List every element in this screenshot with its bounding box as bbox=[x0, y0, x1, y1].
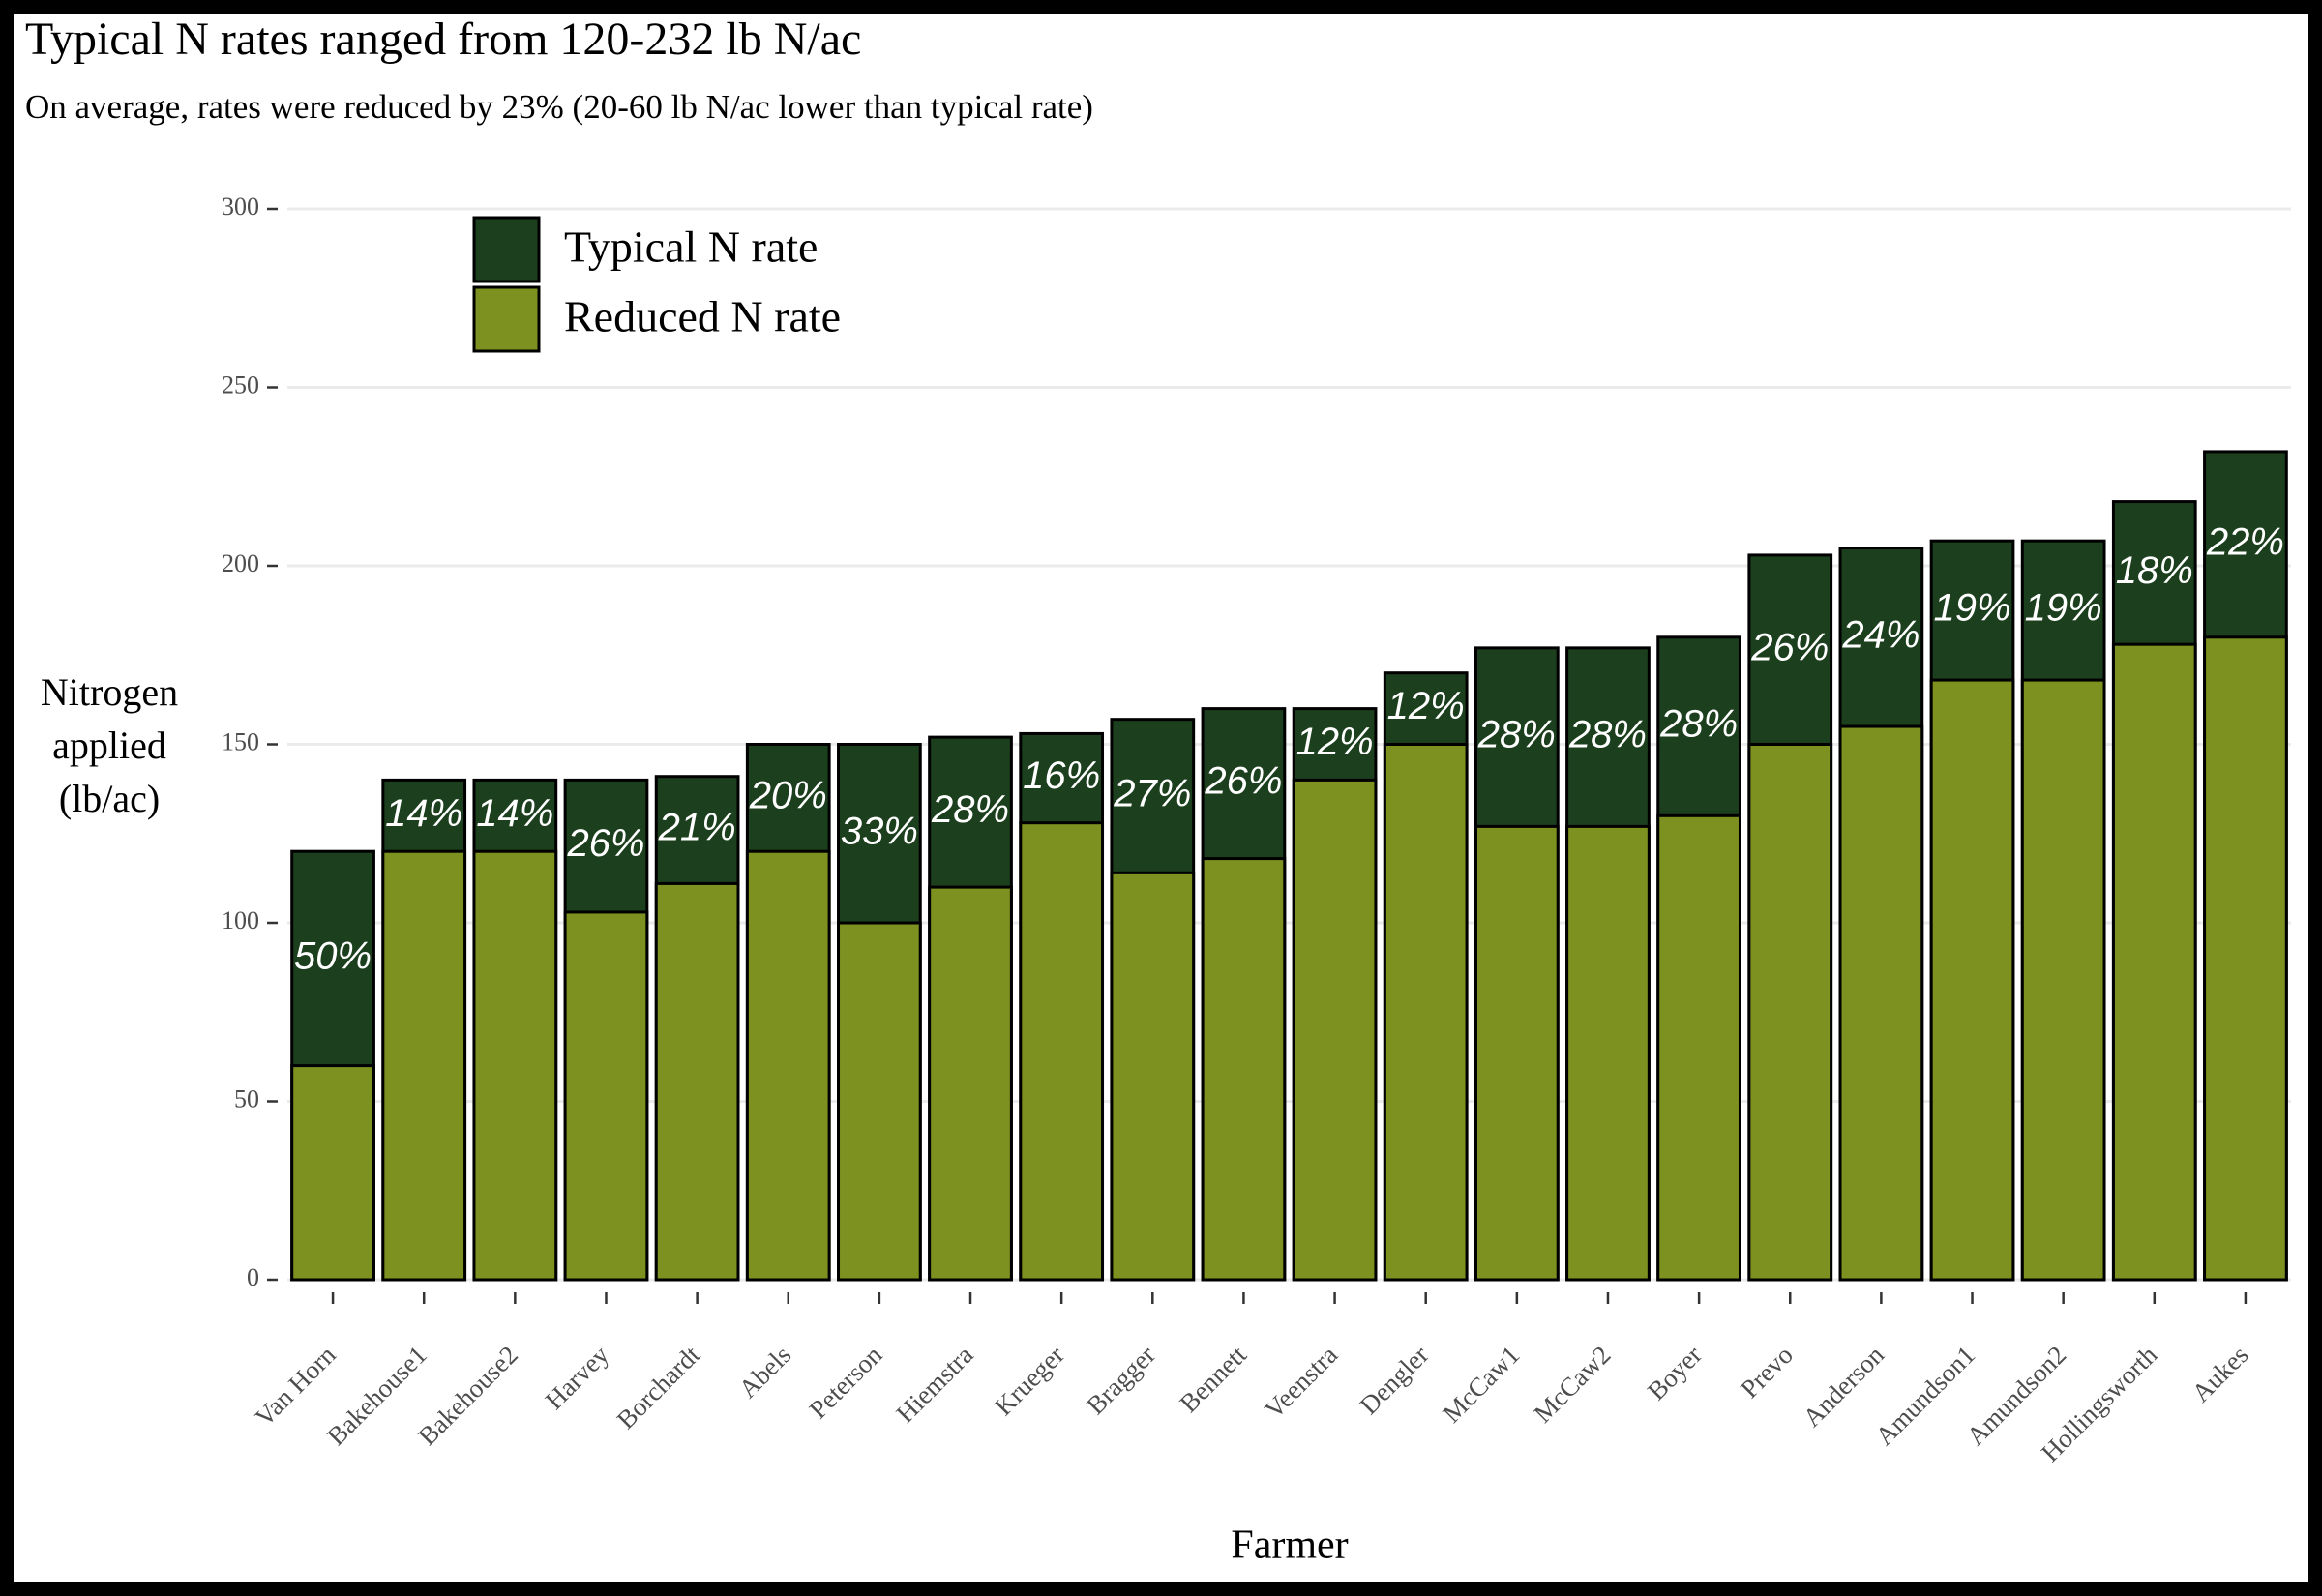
bar bbox=[1292, 778, 1378, 1282]
bar bbox=[2203, 635, 2288, 1282]
bar bbox=[2111, 642, 2197, 1282]
bar bbox=[1929, 678, 2015, 1282]
reduction-label: 20% bbox=[749, 774, 827, 816]
reduction-label: 50% bbox=[294, 934, 372, 977]
x-axis-title: Farmer bbox=[1231, 1523, 1348, 1568]
reduction-label: 12% bbox=[1296, 721, 1374, 763]
legend-key bbox=[472, 216, 541, 283]
y-tick-label: 200 bbox=[222, 549, 259, 577]
bar bbox=[837, 921, 922, 1282]
y-tick-label: 300 bbox=[222, 192, 259, 221]
bar bbox=[1201, 857, 1287, 1282]
legend-key bbox=[472, 285, 541, 353]
reduction-label: 22% bbox=[2206, 520, 2284, 563]
reduction-label: 14% bbox=[476, 792, 553, 835]
bar bbox=[654, 881, 740, 1282]
bar bbox=[290, 1064, 375, 1282]
chart-title: Typical N rates ranged from 120-232 lb N… bbox=[25, 14, 861, 65]
bar bbox=[1565, 824, 1651, 1282]
bar bbox=[1474, 824, 1560, 1282]
reduction-label: 28% bbox=[1659, 703, 1738, 746]
reduction-label: 12% bbox=[1387, 685, 1465, 727]
bar bbox=[1747, 743, 1833, 1282]
bar bbox=[1110, 871, 1196, 1282]
reduction-label: 28% bbox=[931, 788, 1009, 831]
bar bbox=[563, 910, 649, 1282]
y-axis-title: Nitrogen applied (lb/ac) bbox=[40, 670, 179, 820]
reduction-label: 21% bbox=[658, 807, 736, 849]
bar bbox=[1383, 743, 1469, 1282]
reduction-label: 26% bbox=[1750, 626, 1829, 668]
reduction-label: 26% bbox=[1204, 760, 1282, 803]
reduction-label: 19% bbox=[2025, 587, 2102, 630]
y-tick-label: 50 bbox=[234, 1084, 259, 1112]
y-tick-label: 0 bbox=[247, 1263, 259, 1291]
reduction-label: 26% bbox=[566, 822, 644, 865]
bar bbox=[1838, 724, 1924, 1282]
reduction-label: 28% bbox=[1477, 714, 1556, 756]
bar bbox=[2020, 678, 2106, 1282]
reduction-label: 33% bbox=[841, 810, 918, 852]
reduction-label: 18% bbox=[2116, 549, 2193, 592]
legend-label: Reduced N rate bbox=[564, 292, 841, 341]
reduction-label: 24% bbox=[1841, 613, 1920, 656]
y-tick-label: 250 bbox=[222, 370, 259, 399]
bar bbox=[472, 849, 558, 1282]
reduction-label: 19% bbox=[1933, 587, 2010, 630]
chart-subtitle: On average, rates were reduced by 23% (2… bbox=[25, 88, 1093, 126]
y-tick-label: 150 bbox=[222, 727, 259, 755]
reduction-label: 14% bbox=[385, 792, 462, 835]
reduction-label: 27% bbox=[1113, 773, 1191, 815]
reduction-label: 16% bbox=[1023, 754, 1100, 797]
legend-label: Typical N rate bbox=[564, 222, 818, 272]
bar bbox=[381, 849, 467, 1282]
bar bbox=[1019, 821, 1105, 1282]
bar bbox=[745, 849, 831, 1282]
bar bbox=[1656, 813, 1742, 1282]
reduction-label: 28% bbox=[1568, 714, 1647, 756]
bar bbox=[928, 885, 1013, 1282]
y-tick-label: 100 bbox=[222, 906, 259, 934]
